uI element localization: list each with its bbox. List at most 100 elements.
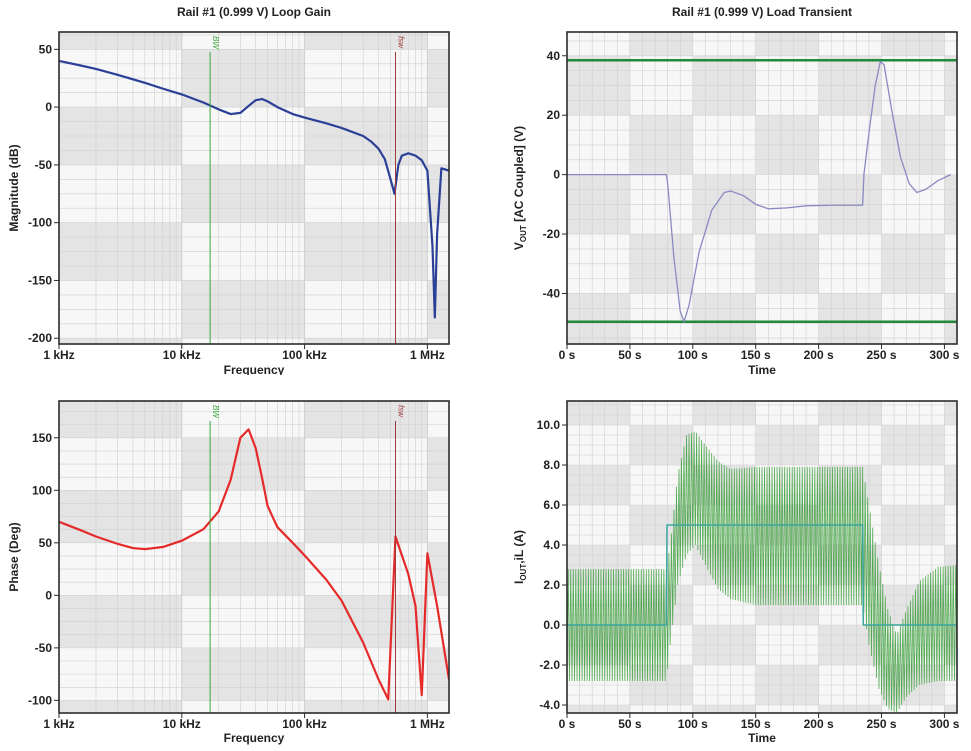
grid-lines: [567, 32, 957, 344]
grid-band: [692, 293, 756, 344]
grid-band: [59, 338, 182, 344]
grid-band: [818, 705, 882, 713]
grid-band: [755, 32, 819, 56]
grid-band: [304, 338, 428, 344]
y-tick-label: 8.0: [543, 458, 560, 472]
x-tick-label: 250 s: [867, 717, 897, 731]
y-tick-label: -50: [35, 641, 53, 655]
grid-band: [944, 293, 957, 344]
plot-frame: [566, 31, 958, 345]
y-tick-label: -200: [28, 331, 52, 345]
marker-label: fsw: [396, 36, 405, 49]
chart-title: Rail #1 (0.999 V) Load Transient: [672, 5, 852, 19]
grid-band: [944, 705, 957, 713]
marker-label: fsw: [396, 405, 405, 418]
grid-lines: [59, 401, 449, 713]
x-tick-label: 100 s: [678, 348, 708, 362]
y-tick-label: 4.0: [543, 538, 560, 552]
x-tick-label: 300 s: [929, 348, 959, 362]
x-tick-label: 150 s: [741, 348, 771, 362]
data-layer: [567, 58, 957, 323]
grid-band: [692, 705, 756, 713]
series-line: [567, 524, 957, 626]
vout-transient-plot-panel: 0 s 50 s 100 s 150 s 200 s 250 s 300 s 40 20 0 -20…: [512, 5, 960, 375]
y-tick-label: 0: [45, 588, 52, 602]
series-line: [567, 61, 951, 323]
y-axis-label-subscript: OUT: [519, 564, 528, 581]
x-tick-label: 10 kHz: [163, 717, 201, 731]
y-tick-label: 10.0: [537, 418, 561, 432]
grid-band: [59, 32, 182, 50]
grid-band: [881, 32, 945, 56]
grid-band: [567, 293, 630, 344]
chart-title: Rail #1 (0.999 V) Loop Gain: [177, 5, 331, 19]
grid-band: [304, 700, 428, 713]
plot-frame: [58, 31, 450, 345]
x-axis-label: Frequency: [224, 731, 285, 745]
y-tick-label: -4.0: [539, 698, 560, 712]
grid-band: [944, 401, 957, 425]
x-tick-label: 1 kHz: [43, 717, 74, 731]
y-tick-label: 100: [32, 483, 52, 497]
magnitude-plot-panel: BW fsw 1 kHz 10 kHz 100 kHz 1 MHz 50 0 -50 -100 -1…: [7, 5, 450, 375]
inductor-current-ripple: [567, 431, 957, 713]
x-tick-label: 300 s: [929, 717, 959, 731]
y-axis-label-rest: ,iL (A): [512, 530, 526, 564]
iout-transient-plot-panel: 0 s 50 s 100 s 150 s 200 s 250 s 300 s 10.0 8.0 6…: [512, 400, 960, 745]
x-axis-label: Time: [748, 731, 776, 745]
y-tick-label: 2.0: [543, 578, 560, 592]
y-tick-label: -150: [28, 273, 52, 287]
y-tick-label: 20: [547, 108, 561, 122]
y-tick-label: -2.0: [539, 658, 560, 672]
x-tick-label: 250 s: [867, 348, 897, 362]
grid-band: [818, 293, 882, 344]
y-axis-label: IOUT,iL (A): [512, 530, 528, 584]
x-tick-label: 0 s: [559, 717, 576, 731]
data-layer: [567, 431, 957, 713]
x-tick-label: 10 kHz: [163, 348, 201, 362]
y-tick-label: -20: [543, 227, 561, 241]
x-tick-label: 100 kHz: [282, 348, 327, 362]
y-tick-label: 50: [39, 536, 53, 550]
y-tick-label: -40: [543, 286, 561, 300]
y-tick-label: 0.0: [543, 618, 560, 632]
grid-band: [629, 32, 693, 56]
grid-lines: [59, 32, 449, 344]
y-tick-label: -100: [28, 216, 52, 230]
y-axis-label-main: I: [512, 581, 526, 584]
y-tick-label: 40: [547, 49, 561, 63]
plot-frame: [58, 400, 450, 714]
x-tick-label: 100 kHz: [282, 717, 327, 731]
grid-band: [567, 705, 630, 713]
y-tick-label: 6.0: [543, 498, 560, 512]
data-layer: [59, 428, 449, 701]
x-tick-label: 100 s: [678, 717, 708, 731]
grid-band: [59, 700, 182, 713]
phase-plot-panel: BW fsw 1 kHz 10 kHz 100 kHz 1 MHz 150 100 50 0 -50…: [7, 400, 450, 745]
y-axis-label-main: V: [512, 242, 526, 250]
y-tick-label: 50: [39, 42, 53, 56]
y-axis-label-rest: [AC Coupled] (V): [512, 126, 526, 225]
data-layer: [59, 59, 449, 319]
y-axis-label: VOUT [AC Coupled] (V): [512, 126, 528, 250]
x-tick-label: 200 s: [804, 717, 834, 731]
grid-band: [567, 401, 630, 425]
y-axis-label-subscript: OUT: [519, 225, 528, 242]
grid-band: [818, 401, 882, 425]
series-line: [59, 59, 449, 319]
x-tick-label: 0 s: [559, 348, 576, 362]
y-axis-label: Magnitude (dB): [7, 144, 21, 231]
y-tick-label: 0: [45, 100, 52, 114]
x-tick-label: 150 s: [741, 717, 771, 731]
grid-band: [304, 32, 428, 50]
grid-band: [304, 401, 428, 438]
x-tick-label: 1 MHz: [410, 348, 445, 362]
grid-band: [59, 401, 182, 438]
y-tick-label: 150: [32, 431, 52, 445]
y-tick-label: -100: [28, 693, 52, 707]
plot-frame: [566, 400, 958, 714]
x-tick-label: 200 s: [804, 348, 834, 362]
y-tick-label: -50: [35, 158, 53, 172]
x-axis-label: Frequency: [224, 363, 285, 375]
x-tick-label: 50 s: [618, 717, 642, 731]
